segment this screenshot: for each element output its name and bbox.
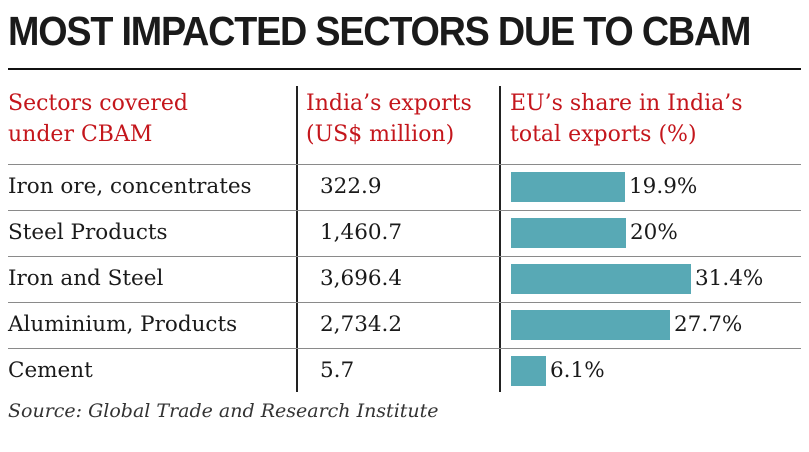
source-note: Source: Global Trade and Research Instit… <box>8 400 439 422</box>
export-value: 1,460.7 <box>320 220 403 245</box>
header-share-line-1: EU’s share in India’s <box>510 91 743 116</box>
share-data-label: 27.7% <box>674 312 743 337</box>
share-bar <box>511 356 546 386</box>
row-separator <box>8 164 801 165</box>
column-divider-1 <box>296 86 298 392</box>
sector-label: Steel Products <box>8 220 168 245</box>
title-divider <box>8 68 801 70</box>
share-data-label: 20% <box>630 220 678 245</box>
row-separator <box>8 348 801 349</box>
share-bar <box>511 264 691 294</box>
sector-label: Aluminium, Products <box>8 312 238 337</box>
row-separator <box>8 210 801 211</box>
header-exports-line-1: India’s exports <box>306 91 472 116</box>
header-sector-line-1: Sectors covered <box>8 91 188 116</box>
header-sector: Sectors covered under CBAM <box>8 88 188 150</box>
header-sector-line-2: under CBAM <box>8 122 153 147</box>
header-share: EU’s share in India’s total exports (%) <box>510 88 743 150</box>
export-value: 2,734.2 <box>320 312 403 337</box>
sector-label: Iron and Steel <box>8 266 164 291</box>
header-exports-line-2: (US$ million) <box>306 122 455 147</box>
export-value: 322.9 <box>320 174 382 199</box>
header-exports: India’s exports (US$ million) <box>306 88 472 150</box>
share-data-label: 31.4% <box>695 266 764 291</box>
share-bar <box>511 310 670 340</box>
sector-label: Cement <box>8 358 93 383</box>
column-divider-2 <box>499 86 501 392</box>
header-share-line-2: total exports (%) <box>510 122 697 147</box>
share-bar <box>511 172 625 202</box>
sector-label: Iron ore, concentrates <box>8 174 252 199</box>
row-separator <box>8 256 801 257</box>
share-data-label: 19.9% <box>629 174 698 199</box>
export-value: 5.7 <box>320 358 355 383</box>
export-value: 3,696.4 <box>320 266 403 291</box>
chart-title: MOST IMPACTED SECTORS DUE TO CBAM <box>8 8 751 54</box>
share-data-label: 6.1% <box>550 358 605 383</box>
share-bar <box>511 218 626 248</box>
row-separator <box>8 302 801 303</box>
